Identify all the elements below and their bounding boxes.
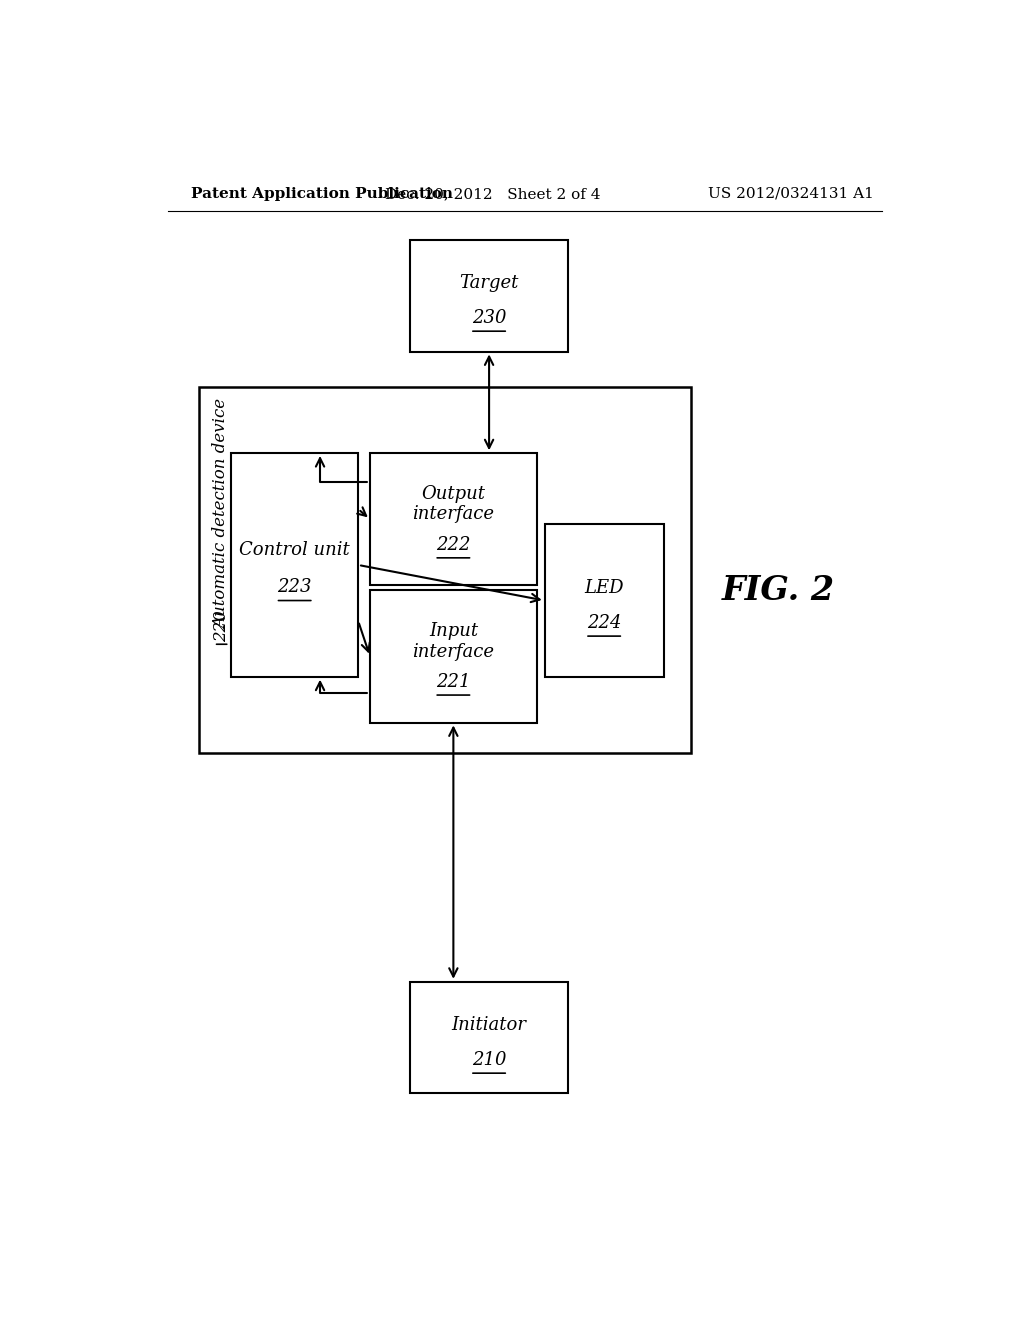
Text: 223: 223 bbox=[278, 578, 312, 597]
Text: US 2012/0324131 A1: US 2012/0324131 A1 bbox=[709, 187, 873, 201]
Bar bbox=[410, 240, 568, 351]
Bar bbox=[370, 453, 537, 585]
Text: 220: 220 bbox=[213, 610, 230, 642]
Text: 224: 224 bbox=[587, 614, 622, 632]
Text: Dec. 20, 2012   Sheet 2 of 4: Dec. 20, 2012 Sheet 2 of 4 bbox=[385, 187, 601, 201]
Bar bbox=[410, 982, 568, 1093]
Text: FIG. 2: FIG. 2 bbox=[722, 574, 836, 607]
Text: Patent Application Publication: Patent Application Publication bbox=[191, 187, 454, 201]
Text: LED: LED bbox=[585, 579, 624, 598]
Text: 222: 222 bbox=[436, 536, 471, 553]
Text: 210: 210 bbox=[472, 1051, 506, 1069]
Text: Initiator: Initiator bbox=[452, 1016, 526, 1035]
Bar bbox=[231, 453, 358, 677]
Text: Automatic detection device: Automatic detection device bbox=[213, 399, 230, 630]
Bar bbox=[545, 524, 664, 677]
Bar bbox=[370, 590, 537, 722]
Text: Control unit: Control unit bbox=[240, 541, 350, 558]
Text: 221: 221 bbox=[436, 673, 471, 690]
Bar bbox=[200, 387, 691, 752]
Text: Target: Target bbox=[460, 275, 519, 293]
Text: 230: 230 bbox=[472, 309, 506, 327]
Text: Input
interface: Input interface bbox=[413, 622, 495, 660]
Text: Output
interface: Output interface bbox=[413, 484, 495, 523]
